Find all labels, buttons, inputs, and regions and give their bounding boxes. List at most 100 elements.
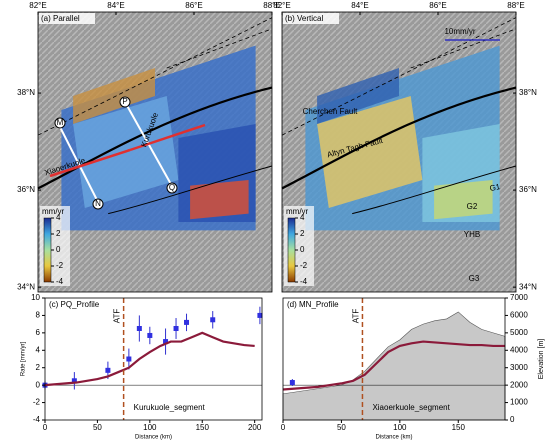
x-tick-label: 100 (143, 423, 157, 432)
fault-segment (129, 123, 206, 152)
lon-label: 88°E (507, 1, 524, 10)
plot-bg (45, 298, 262, 420)
dashed-fault (166, 28, 273, 69)
y-axis-label: Rate [mm/yr] (21, 342, 27, 377)
point-marker (166, 182, 178, 194)
gps-point (71, 378, 77, 384)
y-tick-label: 0 (36, 380, 41, 389)
y-tick-label: 8 (36, 311, 41, 320)
fault-segment (49, 148, 131, 178)
fault-label: ATF (113, 309, 122, 324)
lat-label: 34°N (519, 282, 537, 291)
segment-label: Kurukuole_segment (134, 403, 206, 412)
gps-point (289, 380, 295, 386)
lat-label: 38°N (519, 88, 537, 97)
insar-patch (434, 180, 493, 220)
gps-point (173, 326, 179, 331)
map-label: P (122, 97, 127, 106)
lon-label: 86°E (429, 1, 446, 10)
y2-tick-label: 6000 (510, 311, 528, 320)
lat-label: 36°N (519, 185, 537, 194)
map-label: 10mm/yr (444, 27, 475, 36)
colorbar-unit: mm/yr (286, 207, 309, 216)
colorbar-label: 0 (300, 245, 305, 254)
map-frame (37, 11, 273, 293)
y2-tick-label: 3000 (510, 363, 528, 372)
x-tick-label: 0 (43, 423, 48, 432)
fault-line (281, 86, 517, 190)
title-box (39, 13, 95, 24)
y2-tick-label: 7000 (510, 293, 528, 302)
y2-tick-label: 1000 (510, 398, 528, 407)
insar-patch (73, 68, 155, 124)
dashed-fault (37, 17, 273, 136)
point-marker (92, 198, 104, 210)
colorbar-label: -2 (56, 261, 64, 270)
y-tick-label: -2 (33, 398, 41, 407)
fault-line (352, 165, 517, 215)
lat-label: 36°N (17, 185, 35, 194)
lon-label: 84°E (351, 1, 368, 10)
y-tick-label: 2 (36, 363, 41, 372)
dashed-fault (281, 17, 517, 136)
plot-frame (282, 297, 506, 421)
lon-label: 84°E (107, 1, 124, 10)
title-box (283, 13, 339, 24)
gps-point (257, 312, 263, 318)
profile-title: (d) MN_Profile (287, 300, 339, 309)
dashed-fault (410, 28, 517, 69)
colorbar-unit: mm/yr (42, 207, 65, 216)
rate-line (44, 331, 255, 387)
plot-frame (44, 297, 263, 421)
fault-label: ATF (352, 309, 361, 324)
gps-point (105, 367, 111, 373)
colorbar-label: 2 (56, 229, 61, 238)
map-label: Cherchen Fault (303, 107, 358, 116)
map-label: M (57, 118, 64, 127)
x-tick-label: 200 (248, 423, 262, 432)
point-marker (54, 117, 66, 129)
colorbar-label: 4 (300, 213, 305, 222)
colorbar (287, 217, 296, 283)
gps-point (136, 326, 142, 331)
elevation-area (282, 311, 506, 421)
fault-line (108, 165, 273, 215)
rate-line (282, 340, 505, 391)
y2-tick-label: 0 (510, 415, 515, 424)
profile-title: (c) PQ_Profile (49, 300, 100, 309)
x-tick-label: 150 (452, 423, 466, 432)
insar-patch (317, 96, 423, 208)
gps-point (126, 356, 132, 362)
x-tick-label: 0 (281, 423, 286, 432)
gps-point (210, 317, 216, 323)
map-label: YHB (464, 230, 480, 239)
x-tick-label: 100 (393, 423, 407, 432)
map-frame (281, 11, 517, 293)
lon-label: 82°E (29, 1, 46, 10)
map-title: (b) Vertical (285, 14, 323, 23)
colorbar-label: 0 (56, 245, 61, 254)
x-axis-label: Distance (km) (135, 435, 172, 441)
y2-tick-label: 2000 (510, 380, 528, 389)
gps-point (147, 332, 153, 338)
lat-label: 38°N (17, 88, 35, 97)
lon-label: 88°E (263, 1, 280, 10)
fault-line (37, 86, 273, 190)
y-tick-label: 4 (36, 345, 41, 354)
colorbar (43, 217, 52, 283)
gps-point (184, 319, 190, 325)
insar-patch (190, 180, 249, 220)
lat-label: 34°N (17, 282, 35, 291)
gps-point (163, 339, 169, 345)
y2-axis-label: Elevation [m] (538, 339, 545, 380)
point-marker (119, 96, 131, 108)
map-title: (a) Parallel (41, 14, 80, 23)
map-label: Q (169, 183, 175, 192)
x-tick-label: 50 (337, 423, 346, 432)
lon-label: 86°E (185, 1, 202, 10)
profile-line (57, 122, 99, 203)
colorbar-label: -4 (300, 277, 308, 286)
colorbar-label: -2 (300, 261, 308, 270)
x-tick-label: 150 (196, 423, 210, 432)
colorbar-label: 2 (300, 229, 305, 238)
